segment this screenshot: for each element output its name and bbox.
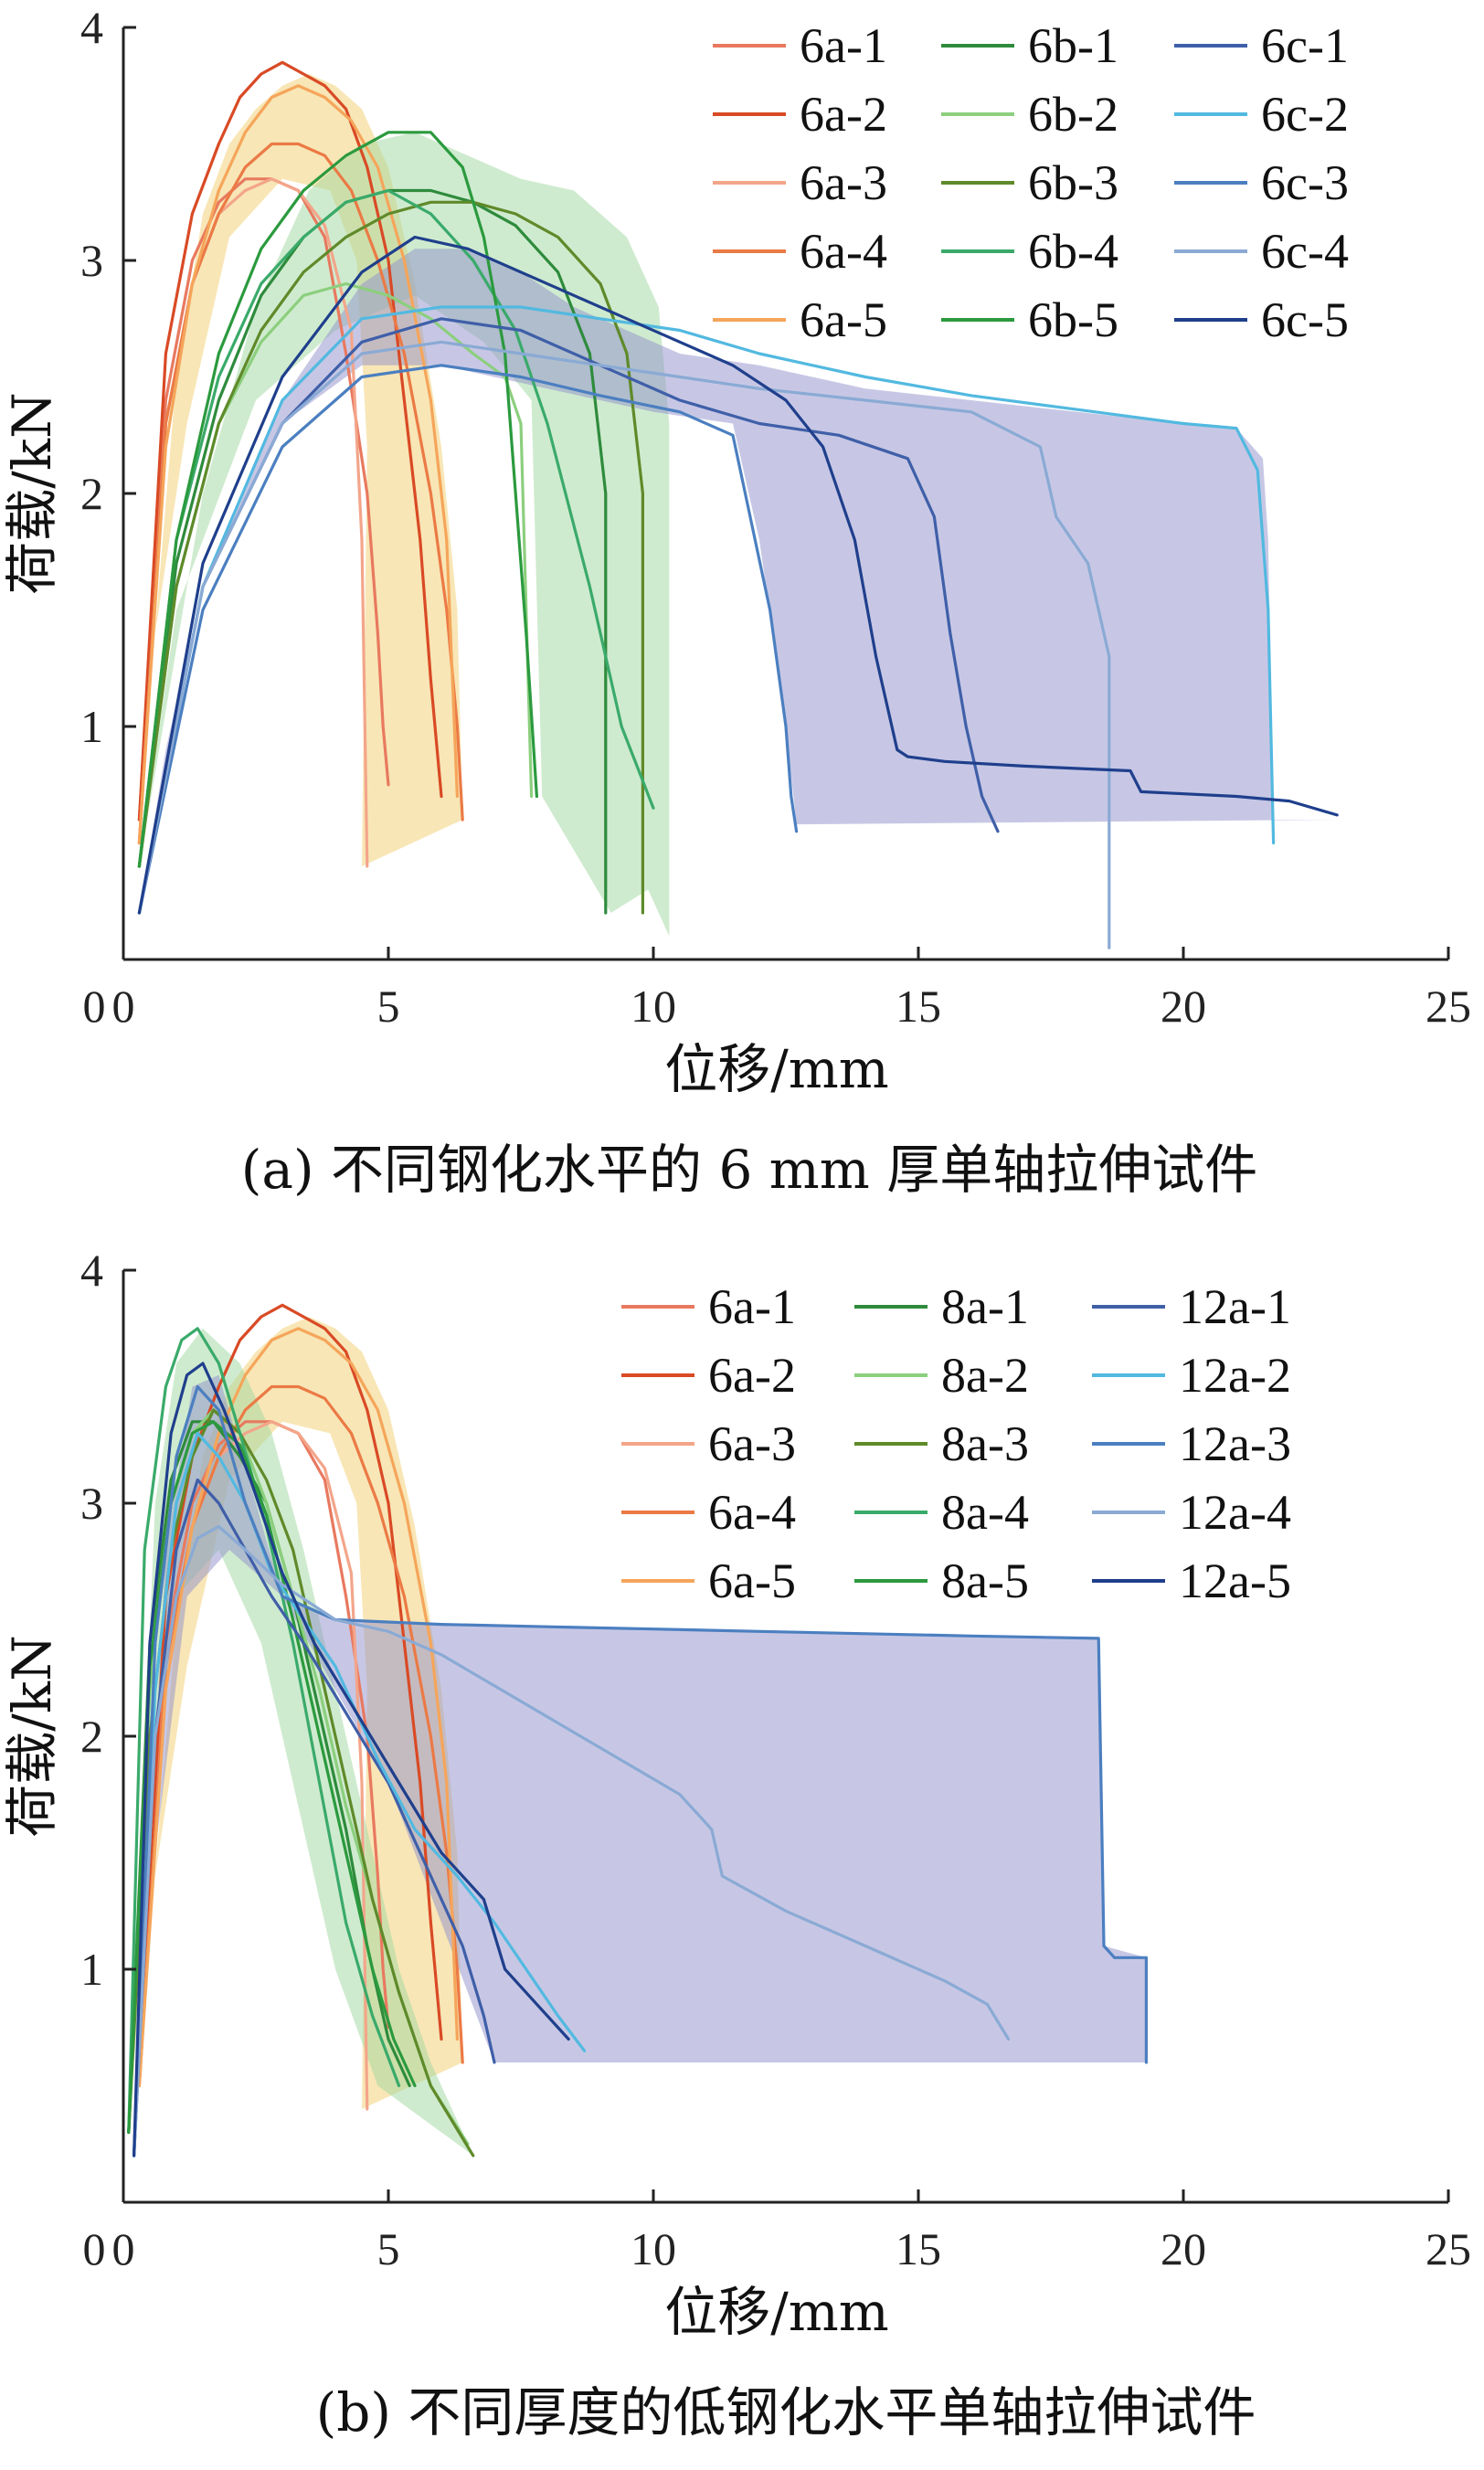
x-tick-label: 15 — [896, 2223, 941, 2274]
y-tick-label: 4 — [80, 2, 103, 53]
series-line-6a-2 — [137, 60, 443, 822]
legend-label-12a-2: 12a-2 — [1179, 1348, 1291, 1403]
y-tick-label: 1 — [80, 1944, 103, 1995]
x-axis-label: 位移/mm — [664, 2281, 889, 2343]
series-line-6a-5 — [137, 84, 459, 845]
legend-label-6a-1: 6a-1 — [708, 1279, 796, 1334]
x-tick-label: 25 — [1426, 2223, 1471, 2274]
series-line-6b-5 — [137, 131, 538, 868]
y-axis-label: 荷载/kN — [1, 392, 63, 594]
series-line-12a-5 — [132, 1362, 570, 2157]
y-axis-label: 荷载/kN — [1, 1635, 63, 1837]
y-tick-label: 4 — [80, 1245, 103, 1296]
series-line-6c-4 — [137, 340, 1111, 949]
x-tick-label: 10 — [631, 2223, 676, 2274]
series-line-8a-4 — [127, 1327, 401, 2135]
legend-label-8a-2: 8a-2 — [941, 1348, 1029, 1403]
x-tick-label: 10 — [631, 981, 676, 1032]
figure-caption: (a) 不同钢化水平的 6 mm 厚单轴拉伸试件 — [241, 1139, 1257, 1201]
legend-label-8a-3: 8a-3 — [941, 1416, 1029, 1471]
legend-label-6b-2: 6b-2 — [1028, 87, 1118, 142]
legend-label-6c-5: 6c-5 — [1261, 292, 1349, 347]
chart-panel-b: 0 5 10 15 20 25 1 2 3 4 0 位移/mm 荷载/kN 6a-1 6a-2 6a-3 6a-… — [1, 1245, 1471, 2443]
series-line-6a-4 — [137, 142, 464, 845]
series-line-6b-1 — [137, 188, 608, 915]
band-6c — [139, 249, 1338, 913]
legend-label-12a-5: 12a-5 — [1179, 1553, 1291, 1608]
legend-label-6a-2: 6a-2 — [708, 1348, 796, 1403]
legend-label-6a-5: 6a-5 — [800, 292, 887, 347]
series-line-6c-2 — [137, 305, 1276, 915]
series-line-12a-4 — [132, 1524, 1011, 2157]
series-line-6c-3 — [137, 364, 799, 915]
legend-label-8a-5: 8a-5 — [941, 1553, 1029, 1608]
series-line-6b-3 — [137, 200, 644, 915]
series-line-12a-3 — [132, 1384, 1148, 2157]
legend-label-12a-4: 12a-4 — [1179, 1485, 1291, 1540]
x-tick-label: 0 — [112, 981, 135, 1032]
legend-label-6b-1: 6b-1 — [1028, 18, 1118, 73]
x-tick-label: 5 — [377, 2223, 400, 2274]
series-line-12a-2 — [132, 1431, 587, 2157]
x-tick-label: 0 — [83, 981, 106, 1032]
legend-label-6a-3: 6a-3 — [800, 155, 887, 210]
series-line-6a-5 — [137, 1327, 459, 2088]
legend-label-6b-3: 6b-3 — [1028, 155, 1118, 210]
chart-panel-a: 0 5 10 15 20 25 1 2 3 4 0 位移/mm 荷载/kN 6a-1 6a-2 6a-3 6a-… — [1, 2, 1471, 1201]
figure-caption: (b) 不同厚度的低钢化水平单轴拉伸试件 — [316, 2381, 1256, 2443]
y-tick-label: 2 — [80, 1711, 103, 1762]
x-tick-label: 0 — [83, 2223, 106, 2274]
legend-label-6a-4: 6a-4 — [708, 1485, 796, 1540]
legend-label-12a-3: 12a-3 — [1179, 1416, 1291, 1471]
y-tick-label: 2 — [80, 468, 103, 519]
legend-label-12a-1: 12a-1 — [1179, 1279, 1291, 1334]
x-tick-label: 15 — [896, 981, 941, 1032]
x-tick-label: 0 — [112, 2223, 135, 2274]
legend-label-6c-1: 6c-1 — [1261, 18, 1349, 73]
band-12a — [133, 1374, 1147, 2156]
series-line-6c-1 — [137, 317, 1000, 915]
series-line-6c-5 — [137, 235, 1339, 915]
legend-label-6a-1: 6a-1 — [800, 18, 887, 73]
x-tick-label: 20 — [1161, 981, 1206, 1032]
legend-label-6a-3: 6a-3 — [708, 1416, 796, 1471]
series-line-6a-4 — [137, 1384, 464, 2088]
series-line-8a-3 — [127, 1408, 475, 2157]
y-tick-label: 3 — [80, 235, 103, 286]
legend-label-6a-4: 6a-4 — [800, 224, 887, 279]
series-line-12a-1 — [132, 1478, 496, 2157]
x-tick-label: 25 — [1426, 981, 1471, 1032]
y-tick-label: 3 — [80, 1478, 103, 1529]
legend-label-8a-4: 8a-4 — [941, 1485, 1029, 1540]
legend-label-6b-4: 6b-4 — [1028, 224, 1118, 279]
x-tick-label: 5 — [377, 981, 400, 1032]
legend-label-8a-1: 8a-1 — [941, 1279, 1029, 1334]
legend-label-6c-2: 6c-2 — [1261, 87, 1349, 142]
x-tick-label: 20 — [1161, 2223, 1206, 2274]
legend-label-6c-3: 6c-3 — [1261, 155, 1349, 210]
legend-label-6a-2: 6a-2 — [800, 87, 887, 142]
y-tick-label: 1 — [80, 701, 103, 752]
legend-label-6c-4: 6c-4 — [1261, 224, 1349, 279]
x-axis-label: 位移/mm — [664, 1038, 889, 1100]
legend-label-6a-5: 6a-5 — [708, 1553, 796, 1608]
series-line-6b-4 — [137, 188, 655, 868]
legend-label-6b-5: 6b-5 — [1028, 292, 1118, 347]
